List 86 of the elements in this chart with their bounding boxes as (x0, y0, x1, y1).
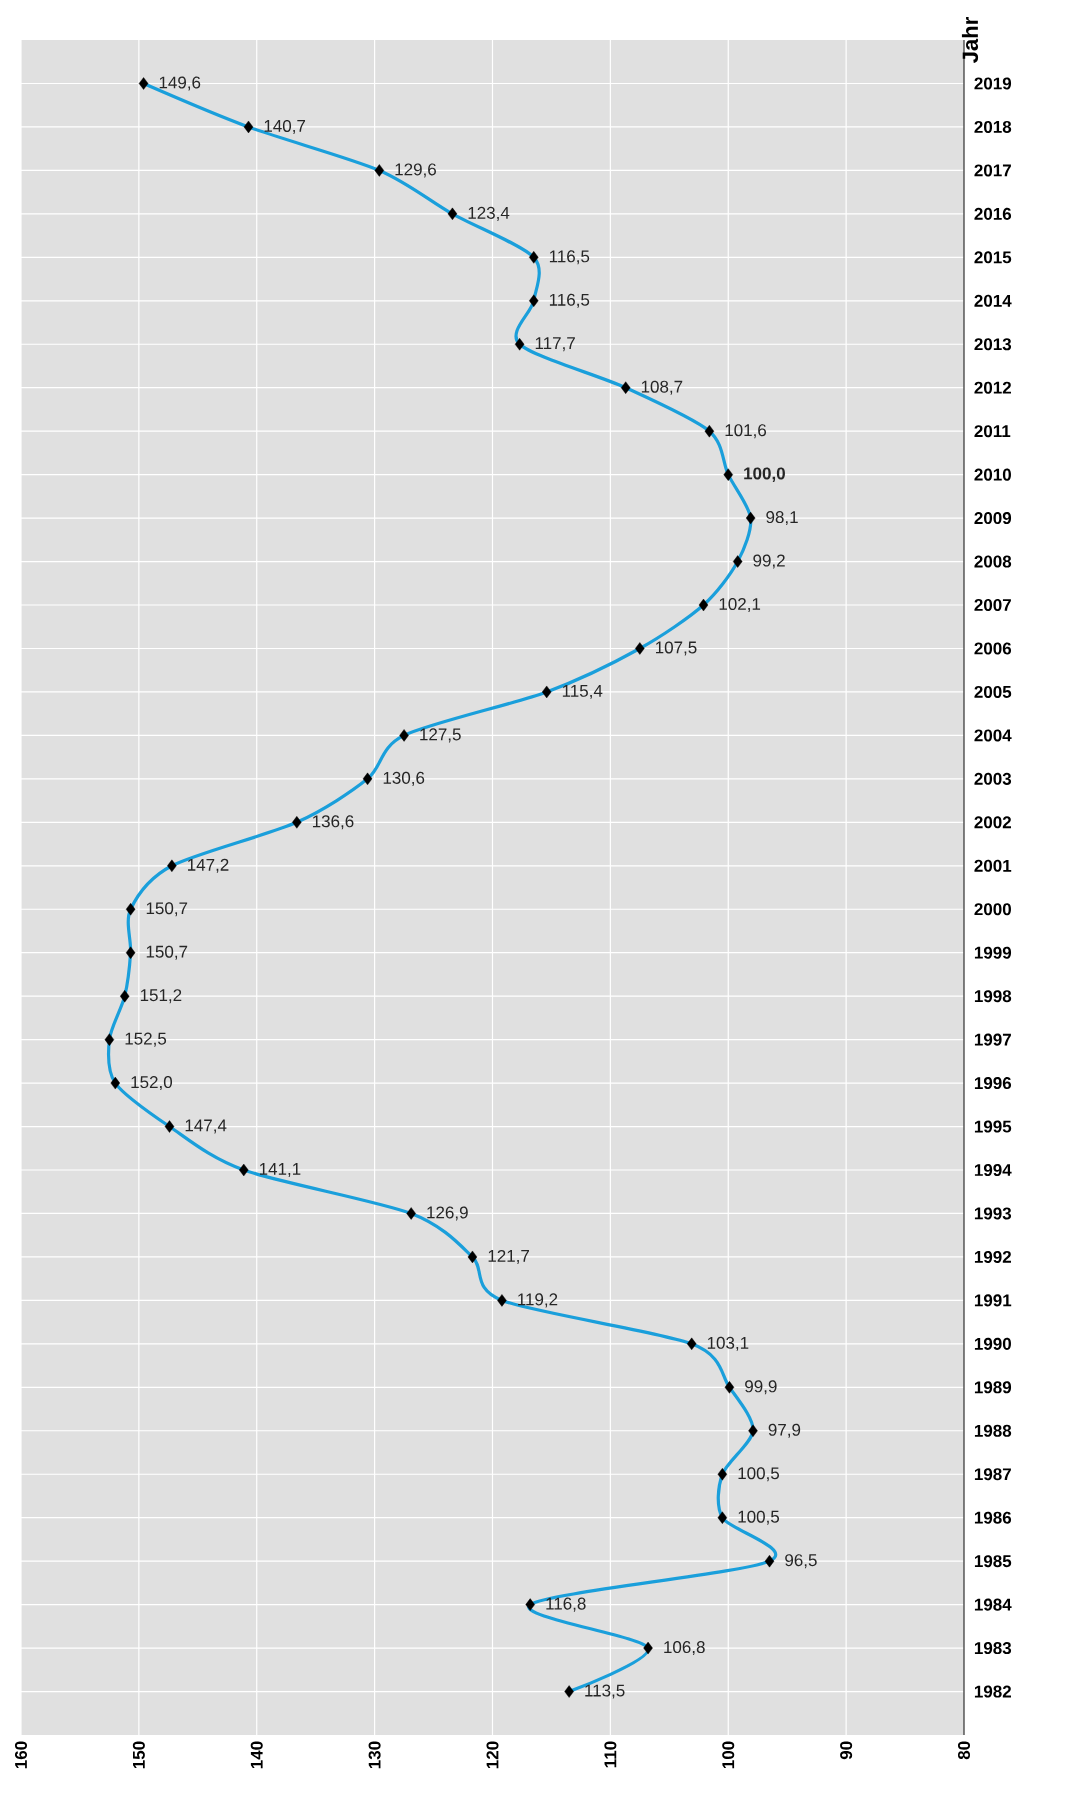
y-tick-label: 2018 (974, 120, 1012, 133)
data-label: 152,5 (125, 1032, 167, 1047)
y-axis-title: Jahr (961, 17, 979, 63)
y-tick-label: 2015 (974, 251, 1012, 264)
y-tick-label: 1988 (974, 1424, 1012, 1437)
y-tick-label: 2005 (974, 685, 1012, 698)
data-label: 129,6 (395, 163, 436, 178)
y-tick-label: 2013 (974, 338, 1012, 351)
y-tick-label: 2004 (974, 729, 1012, 742)
data-label: 107,5 (656, 641, 697, 656)
data-label: 106,8 (664, 1641, 705, 1656)
data-label: 149,6 (159, 76, 201, 91)
data-label: 115,4 (562, 684, 603, 699)
y-tick-label: 1982 (974, 1685, 1011, 1698)
y-tick-label: 1983 (974, 1642, 1012, 1655)
y-tick-label: 1984 (974, 1598, 1012, 1611)
data-label: 136,6 (312, 815, 354, 830)
data-label: 116,8 (546, 1597, 586, 1612)
data-label: 152,0 (131, 1076, 173, 1091)
data-label: 101,6 (725, 424, 767, 439)
data-label: 108,7 (641, 380, 683, 395)
y-tick-label: 1990 (974, 1337, 1011, 1350)
y-tick-label: 1986 (974, 1511, 1012, 1524)
y-tick-label: 2017 (974, 164, 1011, 177)
data-label: 140,7 (264, 119, 306, 134)
y-tick-label: 2016 (974, 207, 1012, 220)
data-label: 119,2 (518, 1293, 558, 1308)
y-tick-label: 2002 (974, 816, 1011, 829)
y-tick-label: 2012 (974, 381, 1011, 394)
x-tick-label: 150 (132, 1741, 145, 1769)
y-tick-label: 2007 (974, 598, 1011, 612)
data-label: 147,2 (188, 858, 229, 873)
x-tick-label: 110 (604, 1741, 617, 1768)
y-tick-label: 1987 (974, 1468, 1011, 1481)
data-label: 113,5 (585, 1684, 625, 1699)
y-tick-label: 2001 (974, 859, 1012, 872)
x-tick-label: 120 (486, 1741, 499, 1769)
y-tick-label: 2014 (974, 294, 1012, 307)
y-tick-label: 2010 (974, 468, 1011, 481)
x-tick-label: 160 (14, 1741, 28, 1769)
data-label: 127,5 (420, 728, 461, 743)
data-label: 126,9 (427, 1206, 468, 1221)
y-tick-label: 1985 (974, 1555, 1012, 1568)
data-label: 147,4 (185, 1119, 227, 1134)
data-label: 96,5 (785, 1554, 817, 1569)
y-tick-label: 1992 (974, 1250, 1011, 1263)
y-tick-label: 2019 (974, 77, 1012, 90)
data-label: 141,1 (259, 1163, 301, 1177)
x-tick-label: 100 (722, 1741, 735, 1769)
y-tick-label: 2011 (974, 425, 1011, 438)
data-label: 121,7 (488, 1249, 529, 1264)
data-label: 151,2 (140, 989, 182, 1004)
data-label: 97,9 (768, 1423, 801, 1438)
data-label: 100,5 (738, 1510, 780, 1525)
y-tick-label: 1999 (974, 946, 1012, 959)
x-tick-label: 80 (957, 1741, 971, 1760)
y-tick-label: 2008 (974, 555, 1012, 568)
x-tick-label: 140 (250, 1741, 263, 1769)
y-tick-label: 2000 (974, 903, 1011, 916)
x-tick-label: 130 (368, 1741, 381, 1769)
y-tick-label: 1993 (974, 1207, 1012, 1220)
data-label: 116,5 (549, 293, 590, 308)
data-label: 102,1 (719, 597, 761, 613)
data-label: 117,7 (535, 337, 575, 352)
data-label: 150,7 (146, 902, 188, 917)
data-label: 150,7 (146, 945, 188, 960)
data-label: 130,6 (383, 771, 425, 786)
y-tick-label: 1996 (974, 1077, 1012, 1090)
data-label: 116,5 (549, 250, 590, 265)
y-tick-label: 1991 (974, 1294, 1012, 1307)
data-label: 100,5 (738, 1467, 780, 1482)
data-label: 98,1 (766, 511, 798, 526)
y-tick-label: 1989 (974, 1381, 1012, 1394)
y-tick-label: 1997 (974, 1033, 1011, 1046)
y-tick-label: 1994 (974, 1163, 1012, 1177)
x-tick-label: 90 (840, 1741, 853, 1760)
data-label: 100,0 (744, 467, 785, 482)
data-label: 99,9 (745, 1380, 777, 1395)
y-tick-label: 1995 (974, 1120, 1012, 1133)
y-tick-label: 2006 (974, 642, 1012, 655)
data-label: 103,1 (707, 1336, 749, 1351)
data-label: 123,4 (468, 206, 510, 221)
y-tick-label: 1998 (974, 990, 1012, 1003)
data-label: 99,2 (753, 554, 785, 569)
y-tick-label: 2009 (974, 512, 1012, 525)
y-tick-label: 2003 (974, 772, 1012, 785)
